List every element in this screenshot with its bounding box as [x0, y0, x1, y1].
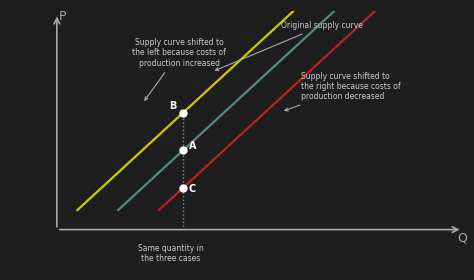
- Text: A: A: [189, 141, 196, 151]
- Text: C: C: [189, 184, 196, 194]
- Text: Same quantity in
the three cases: Same quantity in the three cases: [138, 244, 203, 263]
- Text: Supply curve shifted to
the left because costs of
production increased: Supply curve shifted to the left because…: [132, 38, 226, 100]
- Text: B: B: [169, 101, 177, 111]
- Text: P: P: [59, 10, 67, 23]
- Text: Supply curve shifted to
the right because costs of
production decreased: Supply curve shifted to the right becaus…: [285, 71, 401, 111]
- Text: Q: Q: [457, 232, 467, 245]
- Text: Original supply curve: Original supply curve: [216, 21, 363, 71]
